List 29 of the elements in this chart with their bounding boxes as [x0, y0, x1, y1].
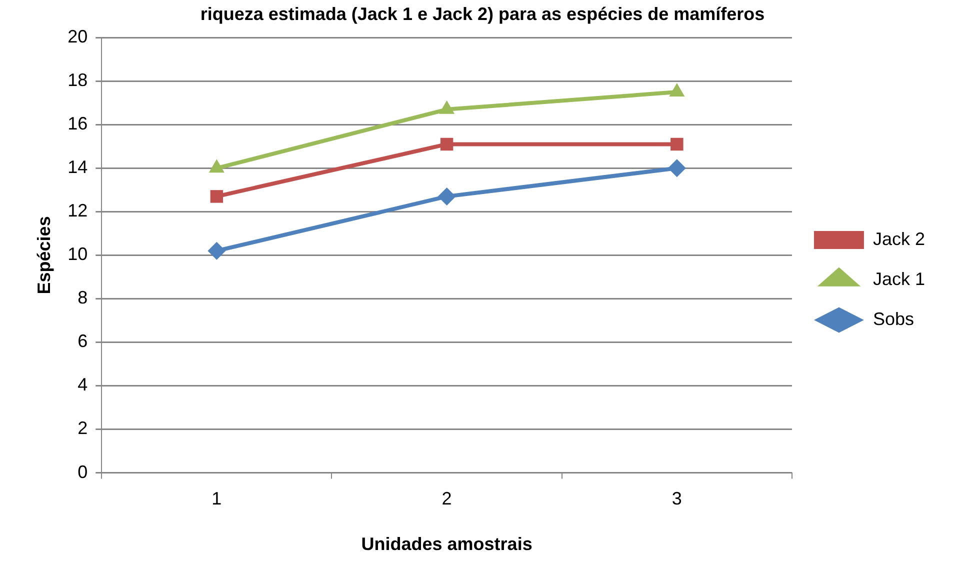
x-tick-label: 3: [672, 488, 682, 509]
y-tick-label: 12: [68, 200, 88, 221]
legend-label: Jack 2: [872, 228, 926, 249]
chart-title: riqueza estimada (Jack 1 e Jack 2) para as espécies de mamíferos: [200, 4, 765, 24]
y-tick-label: 6: [78, 331, 88, 352]
y-tick-label: 4: [78, 374, 88, 395]
y-tick-label: 8: [78, 288, 88, 308]
point: [669, 83, 685, 96]
legend-label: Jack 1: [872, 268, 926, 289]
point: [668, 159, 686, 178]
y-tick-label: 14: [68, 157, 88, 178]
y-tick-label: 16: [68, 114, 88, 134]
point: [439, 100, 455, 114]
point: [440, 138, 454, 151]
y-tick-label: 0: [78, 462, 88, 482]
point: [208, 242, 226, 260]
point: [670, 138, 684, 151]
point: [208, 159, 224, 173]
x-tick-label: 1: [212, 488, 222, 509]
y-tick-label: 2: [78, 418, 88, 438]
x-tick-label: 2: [442, 488, 452, 509]
y-axis-title: Espécies: [34, 216, 54, 294]
legend-label: Sobs: [872, 308, 914, 329]
point: [210, 190, 224, 203]
point: [438, 187, 456, 206]
y-tick-label: 10: [68, 244, 88, 264]
y-tick-label: 18: [68, 70, 88, 90]
y-tick-label: 20: [68, 26, 88, 47]
x-axis-title: Unidades amostrais: [361, 534, 532, 554]
